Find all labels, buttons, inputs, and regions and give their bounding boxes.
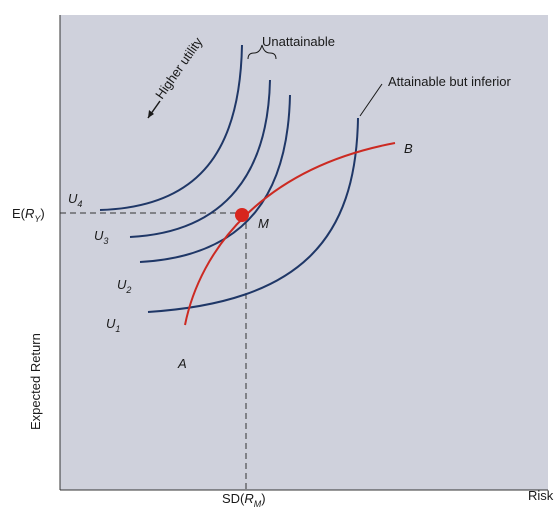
point-label: B <box>404 141 413 156</box>
indifference-curve <box>99 44 243 211</box>
curve-label: U4 <box>68 191 82 209</box>
text-part: ) <box>40 206 44 221</box>
curve-subscript: 1 <box>115 324 120 334</box>
text-part: R <box>25 206 34 221</box>
text-part: Y <box>34 214 41 224</box>
x-point-label: SD(RM) <box>222 491 266 508</box>
curve-subscript: 4 <box>77 199 82 209</box>
x-axis-title: Risk <box>528 488 554 503</box>
curve-label: U3 <box>94 228 108 246</box>
indifference-curve <box>139 94 291 263</box>
curve-letter: U <box>106 316 116 331</box>
curve-label: U2 <box>117 277 131 295</box>
label: Attainable but inferior <box>388 74 512 89</box>
curve-letter: U <box>117 277 127 292</box>
curve-label: U1 <box>106 316 120 334</box>
curve-subscript: 3 <box>103 236 108 246</box>
plot-area <box>60 15 548 490</box>
text-part: ) <box>261 491 265 506</box>
curve-letter: U <box>68 191 78 206</box>
brace <box>247 44 277 60</box>
indifference-curve <box>147 117 359 313</box>
point-label: M <box>258 216 269 231</box>
curve-letter: U <box>94 228 104 243</box>
y-point-label: E(RY) <box>12 206 45 224</box>
curve-subscript: 2 <box>125 285 131 295</box>
arrow-head <box>148 110 154 118</box>
text-part: E( <box>12 206 26 221</box>
text-part: M <box>254 499 262 508</box>
point-label: A <box>177 356 187 371</box>
leader-line <box>359 83 383 117</box>
text-part: SD( <box>222 491 245 506</box>
y-axis-title: Expected Return <box>28 333 43 430</box>
optimal-point <box>235 208 249 222</box>
indifference-curve <box>129 79 271 238</box>
text-part: R <box>244 491 253 506</box>
label: Unattainable <box>262 34 335 49</box>
